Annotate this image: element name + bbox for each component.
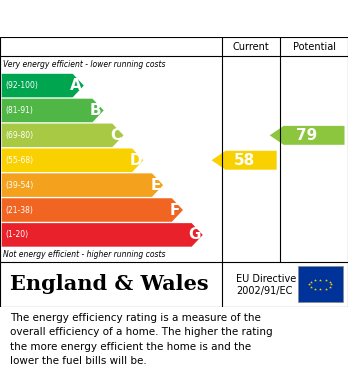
Text: 58: 58 [234, 153, 255, 168]
Text: Very energy efficient - lower running costs: Very energy efficient - lower running co… [3, 60, 166, 69]
Polygon shape [2, 149, 143, 172]
Text: A: A [70, 78, 82, 93]
Polygon shape [2, 223, 203, 247]
Text: England & Wales: England & Wales [10, 274, 209, 294]
Text: (39-54): (39-54) [5, 181, 33, 190]
Text: B: B [90, 103, 102, 118]
Text: The energy efficiency rating is a measure of the
overall efficiency of a home. T: The energy efficiency rating is a measur… [10, 313, 273, 366]
Text: Potential: Potential [293, 42, 335, 52]
Polygon shape [2, 124, 124, 147]
Text: (55-68): (55-68) [5, 156, 33, 165]
Polygon shape [2, 99, 104, 122]
Text: (1-20): (1-20) [5, 230, 28, 239]
Polygon shape [212, 151, 277, 170]
Text: F: F [170, 203, 180, 217]
Text: Not energy efficient - higher running costs: Not energy efficient - higher running co… [3, 250, 166, 259]
Text: (21-38): (21-38) [5, 206, 33, 215]
Text: 2002/91/EC: 2002/91/EC [236, 286, 292, 296]
Text: D: D [129, 153, 142, 168]
Text: E: E [150, 178, 160, 193]
Text: (81-91): (81-91) [5, 106, 33, 115]
Polygon shape [2, 173, 163, 197]
Text: C: C [110, 128, 121, 143]
Polygon shape [2, 74, 84, 97]
Text: (92-100): (92-100) [5, 81, 38, 90]
Bar [298, 266, 343, 302]
Text: Current: Current [233, 42, 269, 52]
Polygon shape [2, 198, 183, 222]
Text: EU Directive: EU Directive [236, 274, 296, 284]
Text: (69-80): (69-80) [5, 131, 33, 140]
Text: G: G [189, 228, 201, 242]
Text: 79: 79 [296, 128, 318, 143]
Polygon shape [270, 126, 345, 145]
Text: Energy Efficiency Rating: Energy Efficiency Rating [10, 9, 239, 28]
